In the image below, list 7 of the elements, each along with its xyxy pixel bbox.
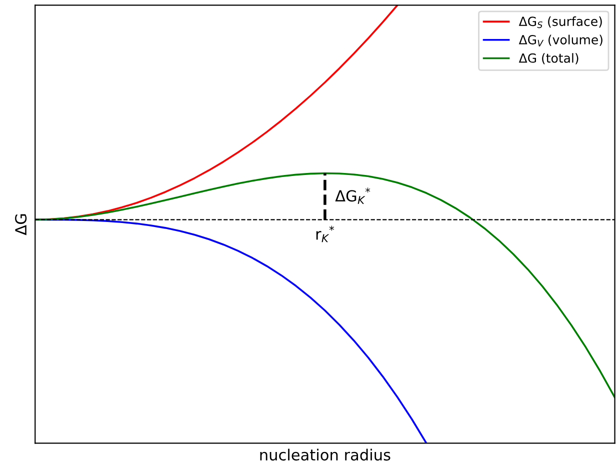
x-axis-title: nucleation radius xyxy=(260,448,390,461)
y-axis-title: ΔG xyxy=(15,214,27,236)
legend-label: ΔG$_{S}$ (surface) xyxy=(518,16,602,28)
legend-label: ΔG (total) xyxy=(518,53,578,64)
legend-label: ΔG$_{V}$ (volume) xyxy=(518,34,602,46)
annotation: r$_{K}$$^{*}$ xyxy=(316,226,334,242)
annotation: ΔG$_{K}$$^{*}$ xyxy=(335,188,370,204)
